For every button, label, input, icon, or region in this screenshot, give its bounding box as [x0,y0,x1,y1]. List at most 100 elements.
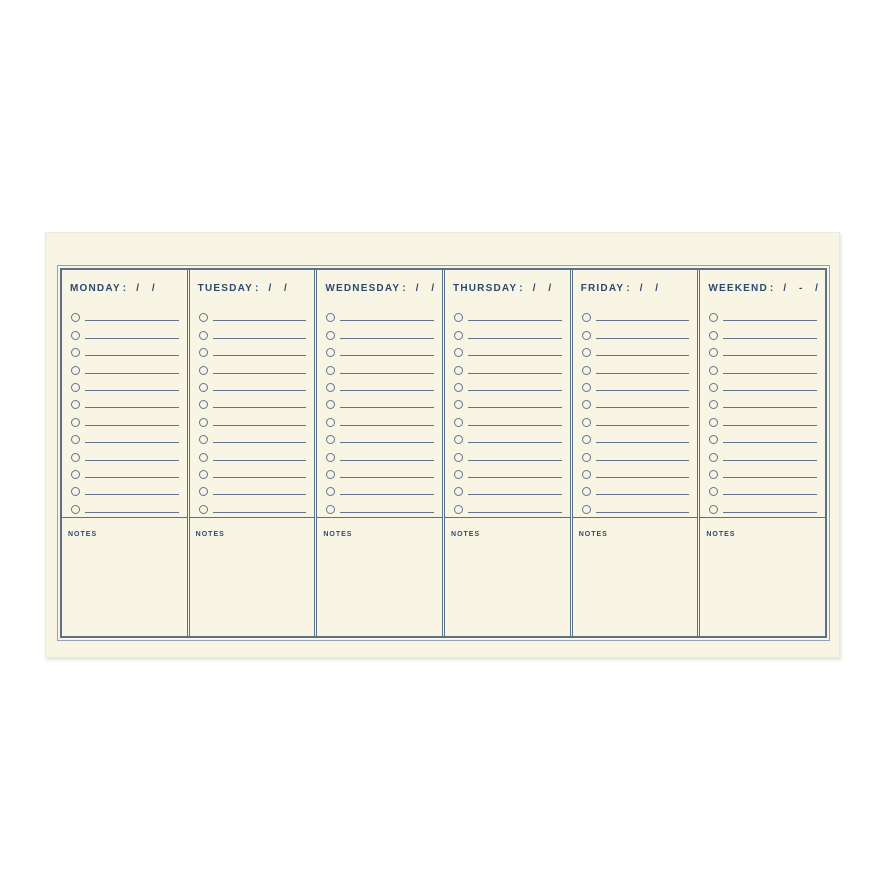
task-row[interactable] [198,463,307,480]
checkbox-circle-icon[interactable] [198,365,208,375]
checkbox-circle-icon[interactable] [454,435,464,445]
task-row[interactable] [71,306,179,323]
task-row[interactable] [454,358,562,375]
checkbox-circle-icon[interactable] [71,452,80,462]
task-row[interactable] [71,497,179,514]
checkbox-circle-icon[interactable] [454,417,464,427]
notes-section[interactable]: NOTES [445,517,570,636]
task-row[interactable] [709,445,818,462]
task-row[interactable] [326,480,435,497]
checkbox-circle-icon[interactable] [454,330,464,340]
task-row[interactable] [198,410,307,427]
checkbox-circle-icon[interactable] [454,348,464,358]
checkbox-circle-icon[interactable] [581,313,591,323]
checkbox-circle-icon[interactable] [198,487,208,497]
task-row[interactable] [581,306,690,323]
task-row[interactable] [581,376,690,393]
task-row[interactable] [198,445,307,462]
checkbox-circle-icon[interactable] [709,313,719,323]
checkbox-circle-icon[interactable] [326,487,336,497]
checkbox-circle-icon[interactable] [198,452,208,462]
checkbox-circle-icon[interactable] [71,365,80,375]
checkbox-circle-icon[interactable] [454,469,464,479]
checkbox-circle-icon[interactable] [326,435,336,445]
task-row[interactable] [454,410,562,427]
task-row[interactable] [709,393,818,410]
date-placeholder[interactable]: / / [136,283,160,294]
date-placeholder[interactable]: / / [532,283,557,294]
task-row[interactable] [709,376,818,393]
task-row[interactable] [709,480,818,497]
task-row[interactable] [709,497,818,514]
checkbox-circle-icon[interactable] [581,452,591,462]
checkbox-circle-icon[interactable] [326,452,336,462]
checkbox-circle-icon[interactable] [326,400,336,410]
checkbox-circle-icon[interactable] [454,400,464,410]
checkbox-circle-icon[interactable] [326,417,336,427]
task-row[interactable] [454,480,562,497]
checkbox-circle-icon[interactable] [581,504,591,514]
checkbox-circle-icon[interactable] [198,469,208,479]
checkbox-circle-icon[interactable] [709,504,719,514]
checkbox-circle-icon[interactable] [581,330,591,340]
task-row[interactable] [709,428,818,445]
task-row[interactable] [709,410,818,427]
task-row[interactable] [326,497,435,514]
task-row[interactable] [198,306,307,323]
checkbox-circle-icon[interactable] [581,400,591,410]
task-row[interactable] [71,410,179,427]
checkbox-circle-icon[interactable] [326,382,336,392]
date-placeholder[interactable]: / - / [783,283,823,294]
notes-section[interactable]: NOTES [62,517,187,636]
checkbox-circle-icon[interactable] [581,469,591,479]
task-row[interactable] [581,341,690,358]
task-row[interactable] [581,410,690,427]
task-row[interactable] [71,445,179,462]
task-row[interactable] [326,306,435,323]
task-row[interactable] [326,393,435,410]
task-row[interactable] [709,358,818,375]
task-row[interactable] [71,393,179,410]
task-row[interactable] [581,497,690,514]
checkbox-circle-icon[interactable] [709,435,719,445]
task-row[interactable] [198,358,307,375]
task-row[interactable] [454,341,562,358]
task-row[interactable] [71,428,179,445]
task-row[interactable] [326,445,435,462]
task-row[interactable] [71,376,179,393]
task-row[interactable] [326,428,435,445]
checkbox-circle-icon[interactable] [71,313,80,323]
checkbox-circle-icon[interactable] [198,382,208,392]
task-row[interactable] [454,323,562,340]
task-row[interactable] [326,410,435,427]
checkbox-circle-icon[interactable] [326,365,336,375]
checkbox-circle-icon[interactable] [454,487,464,497]
checkbox-circle-icon[interactable] [71,382,80,392]
date-placeholder[interactable]: / / [268,283,292,294]
checkbox-circle-icon[interactable] [198,348,208,358]
task-row[interactable] [581,428,690,445]
task-row[interactable] [709,463,818,480]
task-row[interactable] [581,463,690,480]
checkbox-circle-icon[interactable] [326,348,336,358]
task-row[interactable] [454,306,562,323]
checkbox-circle-icon[interactable] [581,417,591,427]
checkbox-circle-icon[interactable] [71,417,80,427]
checkbox-circle-icon[interactable] [709,487,719,497]
task-row[interactable] [326,341,435,358]
task-row[interactable] [198,341,307,358]
task-row[interactable] [454,393,562,410]
task-row[interactable] [198,393,307,410]
date-placeholder[interactable]: / / [415,283,440,294]
checkbox-circle-icon[interactable] [581,348,591,358]
task-row[interactable] [198,323,307,340]
task-row[interactable] [71,341,179,358]
checkbox-circle-icon[interactable] [198,400,208,410]
notes-section[interactable]: NOTES [189,517,315,636]
task-row[interactable] [326,323,435,340]
checkbox-circle-icon[interactable] [71,348,80,358]
checkbox-circle-icon[interactable] [581,435,591,445]
checkbox-circle-icon[interactable] [709,330,719,340]
task-row[interactable] [71,358,179,375]
task-row[interactable] [581,393,690,410]
